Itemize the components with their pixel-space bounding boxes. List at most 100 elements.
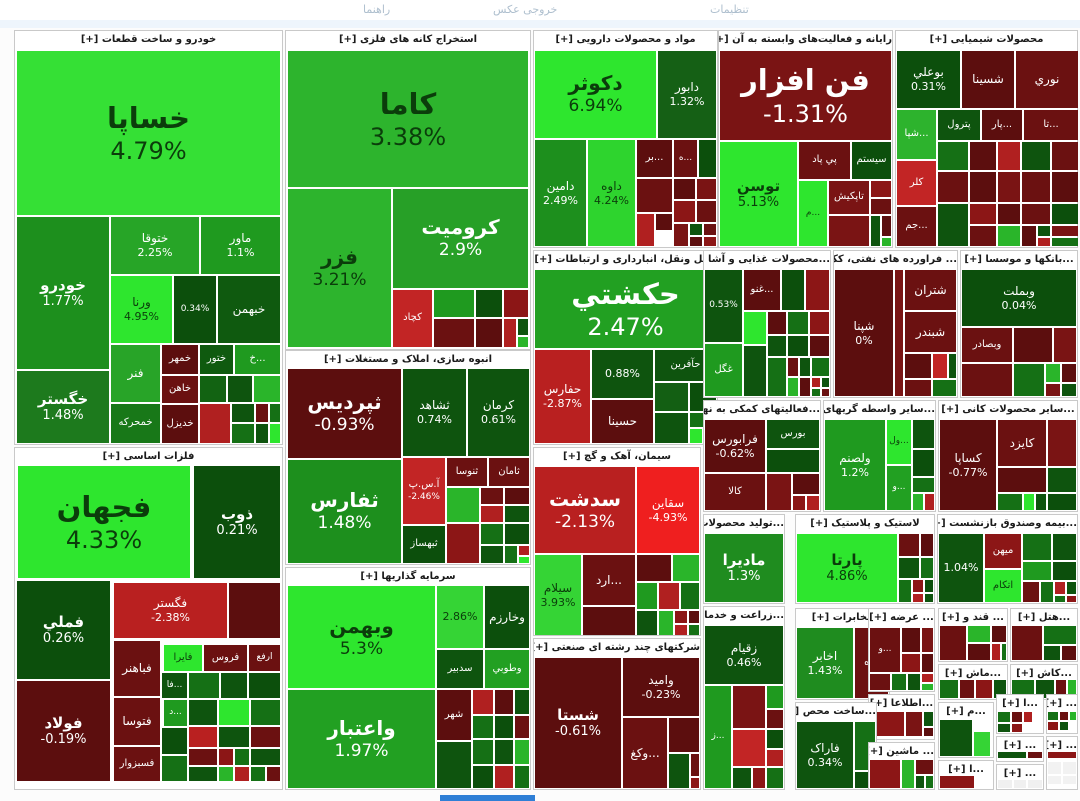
sector-header[interactable]: ...ا [+] bbox=[939, 761, 993, 778]
treemap-tile[interactable] bbox=[232, 424, 254, 443]
treemap-tile[interactable] bbox=[810, 336, 829, 356]
treemap-tile[interactable]: ثپردیس -0.93% bbox=[288, 369, 401, 458]
sector-header[interactable]: ... عرضه [+] bbox=[869, 609, 934, 626]
treemap-tile[interactable]: فگستر -2.38% bbox=[114, 583, 227, 638]
treemap-tile[interactable]: خساپا 4.79% bbox=[17, 51, 280, 215]
treemap-tile[interactable] bbox=[481, 546, 503, 563]
treemap-tile[interactable] bbox=[1014, 364, 1044, 396]
treemap-tile[interactable] bbox=[822, 389, 829, 396]
treemap-tile[interactable] bbox=[1048, 776, 1061, 784]
treemap-tile[interactable] bbox=[768, 358, 786, 396]
treemap-tile[interactable] bbox=[1048, 762, 1061, 774]
treemap-tile[interactable] bbox=[793, 474, 819, 494]
treemap-tile[interactable]: داوه 4.24% bbox=[588, 140, 635, 246]
treemap-tile[interactable] bbox=[829, 216, 869, 246]
treemap-tile[interactable] bbox=[974, 732, 990, 756]
treemap-tile[interactable] bbox=[871, 216, 880, 246]
treemap-tile[interactable] bbox=[1023, 582, 1039, 602]
treemap-tile[interactable]: اتکام bbox=[985, 570, 1021, 602]
treemap-tile[interactable] bbox=[270, 424, 280, 443]
treemap-tile[interactable] bbox=[1023, 562, 1051, 580]
sector-header[interactable]: ...تولید محصولات [+] bbox=[704, 515, 784, 532]
sector-header[interactable]: ... فراورده های نفتی، کک [+] bbox=[834, 251, 957, 268]
treemap-tile[interactable] bbox=[899, 558, 919, 578]
treemap-tile[interactable] bbox=[1028, 752, 1042, 758]
treemap-tile[interactable] bbox=[998, 712, 1010, 722]
treemap-tile[interactable]: ورنا 4.95% bbox=[111, 276, 172, 343]
treemap-tile[interactable] bbox=[913, 594, 923, 602]
treemap-tile[interactable] bbox=[447, 488, 479, 522]
treemap-tile[interactable]: ...خ bbox=[235, 345, 280, 374]
treemap-tile[interactable]: ...غنو bbox=[744, 270, 780, 310]
treemap-tile[interactable]: شستا -0.61% bbox=[535, 658, 621, 788]
sector-header[interactable]: سیمان، آهک و گچ [+] bbox=[534, 448, 700, 465]
treemap-tile[interactable] bbox=[938, 204, 968, 246]
treemap-tile[interactable] bbox=[916, 760, 933, 774]
treemap-tile[interactable] bbox=[970, 226, 996, 246]
treemap-tile[interactable] bbox=[697, 201, 716, 222]
treemap-tile[interactable]: خمهر bbox=[162, 345, 198, 374]
sector-header[interactable]: شرکتهای چند رشته ای صنعتی [+] bbox=[534, 639, 700, 656]
treemap-tile[interactable] bbox=[768, 336, 786, 356]
treemap-tile[interactable] bbox=[1063, 762, 1076, 774]
treemap-tile[interactable] bbox=[882, 238, 891, 246]
treemap-tile[interactable] bbox=[495, 716, 513, 738]
treemap-tile[interactable] bbox=[902, 760, 914, 788]
treemap-tile[interactable] bbox=[473, 740, 493, 764]
treemap-tile[interactable] bbox=[812, 378, 820, 387]
treemap-tile[interactable] bbox=[767, 750, 783, 766]
treemap-tile[interactable] bbox=[519, 557, 529, 563]
treemap-tile[interactable]: آ.س.پ -2.46% bbox=[403, 458, 445, 524]
treemap-tile[interactable] bbox=[200, 376, 226, 402]
treemap-tile[interactable]: ...ز bbox=[705, 686, 731, 788]
treemap-tile[interactable]: ...و bbox=[870, 628, 900, 672]
treemap-tile[interactable] bbox=[637, 583, 657, 609]
treemap-tile[interactable] bbox=[228, 376, 252, 402]
treemap-tile[interactable] bbox=[495, 690, 513, 714]
treemap-tile[interactable] bbox=[1028, 780, 1042, 788]
treemap-tile[interactable] bbox=[1048, 712, 1058, 720]
treemap-tile[interactable] bbox=[251, 700, 280, 725]
treemap-tile[interactable] bbox=[1063, 776, 1076, 784]
treemap-tile[interactable]: ارفع bbox=[249, 645, 280, 671]
sector-header[interactable]: محصولات شیمیایی [+] bbox=[896, 31, 1077, 48]
treemap-tile[interactable] bbox=[473, 716, 493, 738]
treemap-tile[interactable]: خگستر 1.48% bbox=[17, 371, 109, 443]
treemap-tile[interactable] bbox=[505, 488, 529, 504]
sector-header[interactable]: رایانه و فعالیت‌های وابسته به آن [+] bbox=[719, 31, 892, 48]
treemap-tile[interactable] bbox=[473, 766, 493, 788]
treemap-tile[interactable]: ثفارس 1.48% bbox=[288, 460, 401, 563]
treemap-tile[interactable] bbox=[1055, 582, 1065, 594]
treemap-tile[interactable]: ولصنم 1.2% bbox=[825, 420, 885, 510]
sector-header[interactable]: ...اطلاعا [+] bbox=[869, 695, 934, 712]
treemap-tile[interactable] bbox=[925, 594, 933, 602]
treemap-tile[interactable] bbox=[924, 728, 933, 736]
sector-header[interactable]: ...سایر واسطه گریهای [+] bbox=[824, 401, 935, 418]
treemap-tile[interactable] bbox=[806, 270, 829, 310]
treemap-tile[interactable]: فولاد -0.19% bbox=[17, 681, 110, 781]
treemap-tile[interactable] bbox=[976, 680, 992, 698]
sector-header[interactable]: ... [+] bbox=[1047, 737, 1077, 754]
treemap-tile[interactable] bbox=[704, 224, 716, 235]
treemap-tile[interactable]: ...شپا bbox=[897, 110, 936, 159]
treemap-tile[interactable] bbox=[1022, 172, 1050, 202]
treemap-tile[interactable] bbox=[744, 346, 766, 396]
treemap-tile[interactable] bbox=[1048, 468, 1076, 492]
treemap-tile[interactable]: نوري bbox=[1016, 51, 1078, 108]
treemap-tile[interactable] bbox=[1044, 626, 1076, 644]
treemap-tile[interactable] bbox=[691, 754, 699, 776]
treemap-tile[interactable] bbox=[249, 673, 280, 698]
treemap-tile[interactable] bbox=[519, 546, 529, 555]
treemap-tile[interactable] bbox=[659, 583, 679, 609]
treemap-tile[interactable] bbox=[1067, 596, 1076, 602]
treemap-tile[interactable] bbox=[518, 337, 528, 347]
treemap-tile[interactable] bbox=[1052, 226, 1078, 236]
treemap-tile[interactable]: دکوثر 6.94% bbox=[535, 51, 656, 138]
treemap-tile[interactable]: فروس bbox=[204, 645, 247, 671]
treemap-tile[interactable] bbox=[1056, 680, 1066, 698]
treemap-tile[interactable]: دابور 1.32% bbox=[658, 51, 716, 138]
treemap-tile[interactable] bbox=[637, 611, 657, 635]
treemap-tile[interactable] bbox=[1024, 712, 1032, 722]
treemap-tile[interactable] bbox=[515, 766, 529, 788]
treemap-tile[interactable]: 0.34% bbox=[174, 276, 216, 343]
